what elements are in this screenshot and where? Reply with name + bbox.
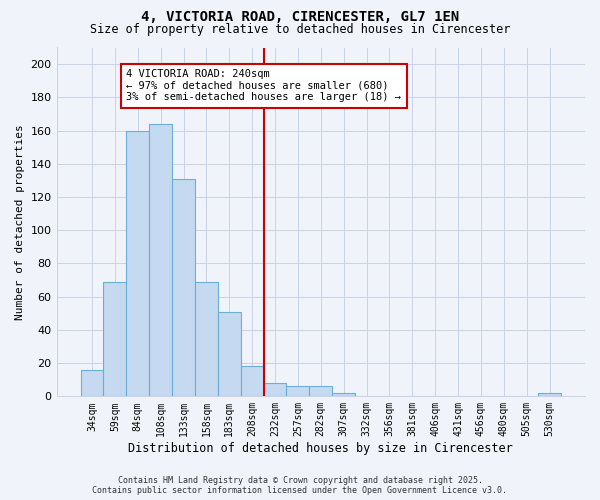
- Bar: [241, 366, 263, 396]
- Text: 4 VICTORIA ROAD: 240sqm
← 97% of detached houses are smaller (680)
3% of semi-de: 4 VICTORIA ROAD: 240sqm ← 97% of detache…: [127, 69, 401, 102]
- Text: 4, VICTORIA ROAD, CIRENCESTER, GL7 1EN: 4, VICTORIA ROAD, CIRENCESTER, GL7 1EN: [141, 10, 459, 24]
- Text: Contains HM Land Registry data © Crown copyright and database right 2025.
Contai: Contains HM Land Registry data © Crown c…: [92, 476, 508, 495]
- Bar: [80, 370, 103, 396]
- Bar: [332, 393, 355, 396]
- Bar: [103, 282, 127, 397]
- Bar: [149, 124, 172, 396]
- X-axis label: Distribution of detached houses by size in Cirencester: Distribution of detached houses by size …: [128, 442, 513, 455]
- Bar: [263, 383, 286, 396]
- Bar: [218, 312, 241, 396]
- Bar: [310, 386, 332, 396]
- Bar: [127, 130, 149, 396]
- Bar: [286, 386, 310, 396]
- Bar: [195, 282, 218, 397]
- Bar: [172, 178, 195, 396]
- Y-axis label: Number of detached properties: Number of detached properties: [15, 124, 25, 320]
- Text: Size of property relative to detached houses in Cirencester: Size of property relative to detached ho…: [90, 22, 510, 36]
- Bar: [538, 393, 561, 396]
